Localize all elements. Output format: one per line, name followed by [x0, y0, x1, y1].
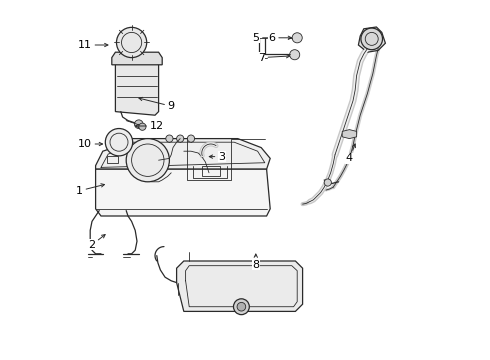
Circle shape	[134, 120, 143, 129]
Circle shape	[126, 139, 170, 182]
Text: 1: 1	[76, 184, 104, 196]
Circle shape	[361, 28, 383, 50]
Text: 5: 5	[252, 33, 273, 43]
Polygon shape	[112, 52, 162, 65]
Circle shape	[324, 179, 331, 186]
Text: 4: 4	[346, 144, 355, 163]
Polygon shape	[176, 261, 303, 311]
Text: 10: 10	[78, 139, 102, 149]
Circle shape	[187, 135, 195, 142]
Circle shape	[139, 123, 146, 130]
Polygon shape	[358, 27, 386, 52]
Text: 3: 3	[209, 152, 225, 162]
Circle shape	[233, 299, 249, 315]
Circle shape	[166, 135, 173, 142]
Circle shape	[292, 33, 302, 43]
Text: 2: 2	[88, 235, 105, 250]
Polygon shape	[116, 61, 159, 115]
Text: 12: 12	[135, 121, 164, 131]
Polygon shape	[342, 130, 357, 139]
Polygon shape	[96, 139, 270, 169]
Circle shape	[176, 135, 184, 142]
Circle shape	[290, 50, 300, 60]
Polygon shape	[96, 169, 270, 216]
Circle shape	[105, 129, 133, 156]
Circle shape	[237, 302, 245, 311]
Text: 8: 8	[252, 254, 259, 270]
Text: 6: 6	[269, 33, 292, 43]
Text: 11: 11	[78, 40, 108, 50]
Text: 7: 7	[258, 53, 290, 63]
Text: 9: 9	[139, 97, 175, 111]
Circle shape	[117, 27, 147, 58]
